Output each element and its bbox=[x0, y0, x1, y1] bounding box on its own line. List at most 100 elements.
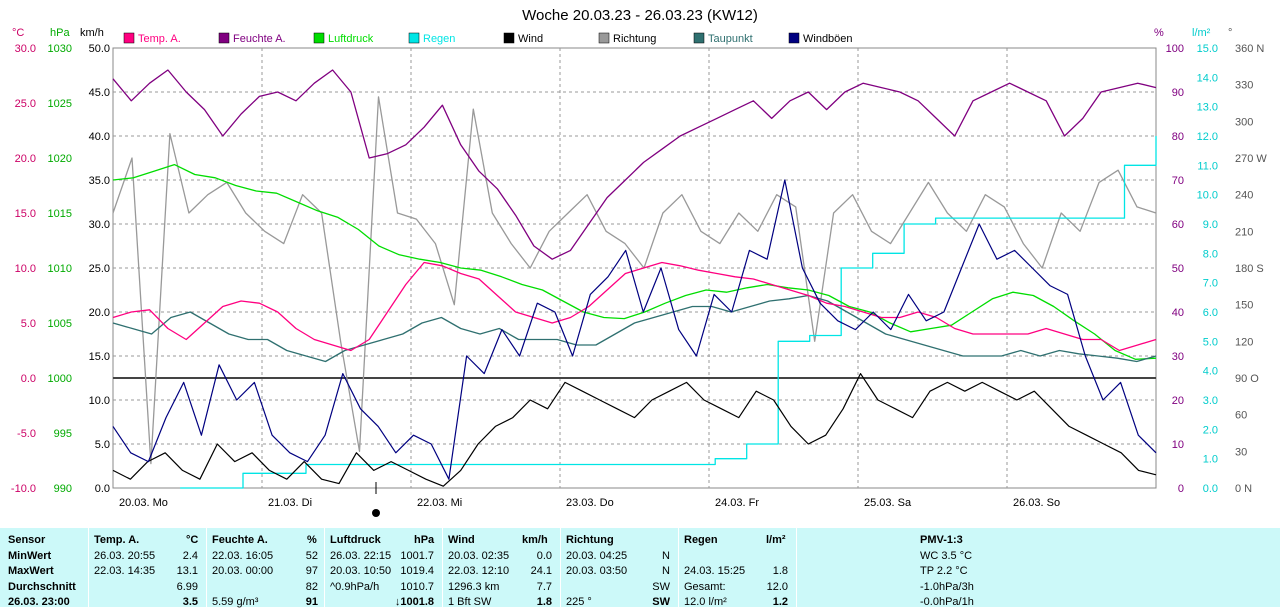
stat-wind-value: 0.0 bbox=[536, 550, 552, 562]
axis-unit-temp: °C bbox=[12, 27, 24, 39]
legend-item: Regen bbox=[408, 32, 455, 45]
tick-label-wind: 10.0 bbox=[89, 395, 110, 407]
stat-rain-label: Gesamt: bbox=[684, 581, 726, 593]
tick-label-press: 990 bbox=[54, 483, 72, 495]
hdr-temp-unit: °C bbox=[186, 534, 199, 546]
tick-label-rain: 9.0 bbox=[1203, 219, 1218, 231]
tick-label-hum: 100 bbox=[1166, 43, 1184, 55]
tick-label-hum: 30 bbox=[1172, 351, 1184, 363]
stat-temp-value: 3.5 bbox=[182, 596, 198, 608]
tick-label-wind: 20.0 bbox=[89, 307, 110, 319]
hdr-press-unit: hPa bbox=[414, 534, 435, 546]
legend-item: Taupunkt bbox=[693, 32, 753, 45]
series-line-luftdruck bbox=[112, 163, 1157, 360]
stat-temp-value: 13.1 bbox=[176, 565, 198, 577]
tick-label-dir: 330 bbox=[1235, 80, 1253, 92]
tick-label-temp: 10.0 bbox=[15, 263, 36, 275]
x-tick-label: 21.03. Di bbox=[268, 497, 312, 509]
tick-label-rain: 1.0 bbox=[1203, 454, 1218, 466]
stat-hum-value: 97 bbox=[305, 565, 318, 577]
tick-label-dir: 60 bbox=[1235, 410, 1247, 422]
tick-label-hum: 60 bbox=[1172, 219, 1184, 231]
tick-label-wind: 25.0 bbox=[89, 263, 110, 275]
stat-hum-label: 20.03. 00:00 bbox=[212, 565, 274, 577]
tick-label-rain: 4.0 bbox=[1203, 366, 1218, 378]
legend-swatch bbox=[408, 32, 420, 44]
tick-label-wind: 0.0 bbox=[95, 483, 110, 495]
x-tick-label: 25.03. Sa bbox=[864, 497, 912, 509]
stat-dir-label: 20.03. 03:50 bbox=[566, 565, 628, 577]
axis-unit-hum: % bbox=[1154, 27, 1164, 39]
tick-label-hum: 90 bbox=[1172, 87, 1184, 99]
tick-label-temp: 30.0 bbox=[15, 43, 36, 55]
tick-label-press: 1005 bbox=[48, 318, 72, 330]
tick-label-wind: 15.0 bbox=[89, 351, 110, 363]
tick-label-press: 995 bbox=[54, 428, 72, 440]
stat-hum-value: 52 bbox=[305, 550, 318, 562]
chart-grid bbox=[112, 47, 1157, 489]
hdr-press: Luftdruck bbox=[330, 534, 381, 546]
tick-label-dir: 270 W bbox=[1235, 153, 1267, 165]
stat-hum-label: 5.59 g/m³ bbox=[212, 596, 259, 608]
tick-label-dir: 300 bbox=[1235, 116, 1253, 128]
tick-label-hum: 80 bbox=[1172, 131, 1184, 143]
series-line-richtung bbox=[112, 96, 1157, 465]
legend-swatch bbox=[598, 32, 610, 44]
stat-dir-label: 225 ° bbox=[566, 596, 592, 608]
series-line-windböen bbox=[112, 179, 1157, 480]
tick-label-dir: 150 bbox=[1235, 300, 1253, 312]
stat-dir-value: N bbox=[662, 550, 670, 562]
tick-label-temp: -5.0 bbox=[17, 428, 36, 440]
x-tick-label: 23.03. Do bbox=[566, 497, 614, 509]
tick-label-temp: 0.0 bbox=[21, 373, 36, 385]
x-axis-labels: 20.03. Mo 21.03. Di 22.03. Mi 23.03. Do 24.0… bbox=[119, 497, 1060, 509]
stat-wind-label: 1 Bft SW bbox=[448, 596, 492, 608]
hdr-hum: Feuchte A. bbox=[212, 534, 268, 546]
stat-pmv-value: -1.0hPa/3h bbox=[920, 581, 974, 593]
stat-wind-value: 1.8 bbox=[536, 596, 552, 608]
stat-wind-label: 22.03. 12:10 bbox=[448, 565, 510, 577]
stat-wind-value: 7.7 bbox=[536, 581, 552, 593]
legend-item: Feuchte A. bbox=[218, 32, 286, 45]
tick-label-rain: 8.0 bbox=[1203, 248, 1218, 260]
tick-label-press: 1020 bbox=[48, 153, 72, 165]
stat-hum-value: 91 bbox=[305, 596, 318, 608]
hdr-dir: Richtung bbox=[566, 534, 614, 546]
tick-label-press: 1015 bbox=[48, 208, 72, 220]
hdr-sensor: Sensor bbox=[8, 534, 46, 546]
tick-label-press: 1000 bbox=[48, 373, 72, 385]
legend-item: Richtung bbox=[598, 32, 656, 45]
stat-press-value: 1001.7 bbox=[400, 550, 434, 562]
chart-title: Woche 20.03.23 - 26.03.23 (KW12) bbox=[522, 7, 758, 24]
axis-unit-wind: km/h bbox=[80, 27, 104, 39]
x-tick-label: 20.03. Mo bbox=[119, 497, 168, 509]
tick-label-wind: 5.0 bbox=[95, 439, 110, 451]
tick-label-hum: 10 bbox=[1172, 439, 1184, 451]
tick-label-wind: 40.0 bbox=[89, 131, 110, 143]
stat-pmv-value: TP 2.2 °C bbox=[920, 565, 968, 577]
tick-label-hum: 0 bbox=[1178, 483, 1184, 495]
stat-rain-label: 24.03. 15:25 bbox=[684, 565, 746, 577]
weather-chart: Woche 20.03.23 - 26.03.23 (KW12) Temp. A… bbox=[10, 7, 1268, 517]
legend-item: Windböen bbox=[788, 32, 853, 45]
tick-label-dir: 360 N bbox=[1235, 43, 1264, 55]
stat-dir-label: 20.03. 04:25 bbox=[566, 550, 628, 562]
hdr-wind-unit: km/h bbox=[522, 534, 548, 546]
tick-label-rain: 5.0 bbox=[1203, 336, 1218, 348]
stat-pmv-value: -0.0hPa/1h bbox=[920, 596, 974, 608]
series-line-wind bbox=[112, 373, 1157, 487]
stat-rain-value: 12.0 bbox=[766, 581, 788, 593]
series-line-regen bbox=[180, 136, 1157, 489]
series-line-feuchte-a- bbox=[112, 69, 1157, 260]
tick-label-rain: 15.0 bbox=[1197, 43, 1218, 55]
tick-label-rain: 3.0 bbox=[1203, 395, 1218, 407]
stat-rain-label: 12.0 l/m² bbox=[684, 596, 727, 608]
row-label-max: MaxWert bbox=[8, 565, 54, 577]
stat-wind-label: 20.03. 02:35 bbox=[448, 550, 510, 562]
chart-series bbox=[112, 69, 1157, 489]
tick-label-temp: 25.0 bbox=[15, 98, 36, 110]
stat-press-label: 26.03. 22:15 bbox=[330, 550, 392, 562]
stat-rain-value: 1.2 bbox=[772, 596, 788, 608]
stat-temp-value: 6.99 bbox=[176, 581, 198, 593]
stat-press-label: 20.03. 10:50 bbox=[330, 565, 392, 577]
